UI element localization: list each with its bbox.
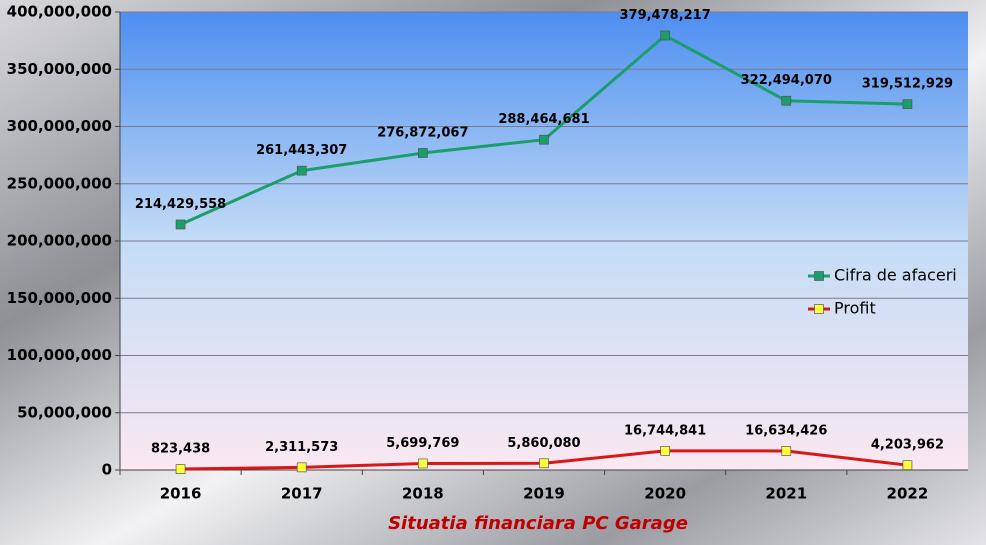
- x-tick-label: 2018: [402, 485, 444, 503]
- data-label: 261,443,307: [256, 143, 347, 158]
- marker: [175, 464, 186, 474]
- x-tick-label: 2016: [160, 485, 202, 503]
- marker: [660, 30, 670, 41]
- marker: [902, 99, 913, 110]
- legend-label: Cifra de afaceri: [834, 266, 957, 285]
- y-tick-label: 300,000,000: [7, 117, 112, 135]
- data-label: 214,429,558: [135, 197, 226, 212]
- data-label: 5,860,080: [507, 436, 580, 451]
- y-tick-label: 250,000,000: [7, 174, 112, 192]
- legend-label: Profit: [834, 299, 876, 318]
- legend-marker: [814, 271, 824, 281]
- x-tick-label: 2019: [523, 485, 565, 503]
- marker: [781, 95, 792, 106]
- marker: [781, 446, 792, 456]
- data-label: 288,464,681: [498, 112, 589, 127]
- data-label: 322,494,070: [741, 73, 832, 88]
- x-tick-label: 2020: [644, 485, 686, 503]
- marker: [539, 134, 549, 145]
- data-label: 16,634,426: [745, 423, 827, 438]
- marker: [902, 460, 913, 471]
- marker: [296, 462, 307, 473]
- x-tick-label: 2017: [281, 485, 323, 503]
- data-label: 319,512,929: [862, 77, 953, 92]
- y-tick-label: 400,000,000: [7, 3, 112, 21]
- data-label: 2,311,573: [265, 440, 338, 455]
- marker: [660, 445, 670, 456]
- y-tick-label: 350,000,000: [7, 60, 112, 78]
- data-label: 823,438: [151, 442, 210, 457]
- y-tick-label: 50,000,000: [17, 403, 112, 421]
- marker: [296, 165, 307, 176]
- legend-marker: [814, 304, 824, 314]
- marker: [175, 219, 186, 230]
- y-tick-label: 150,000,000: [7, 289, 112, 307]
- data-label: 379,478,217: [619, 8, 710, 23]
- x-tick-label: 2022: [887, 485, 929, 503]
- marker: [418, 458, 428, 469]
- marker: [418, 148, 428, 158]
- data-label: 4,203,962: [871, 438, 944, 453]
- data-label: 276,872,067: [377, 125, 468, 140]
- marker: [539, 458, 549, 469]
- data-label: 16,744,841: [624, 423, 706, 438]
- y-tick-label: 200,000,000: [7, 232, 112, 250]
- x-tick-label: 2021: [765, 485, 807, 503]
- chart-title: Situatia financiara PC Garage: [388, 513, 688, 534]
- y-tick-label: 100,000,000: [7, 346, 112, 364]
- y-tick-label: 0: [102, 461, 112, 479]
- data-label: 5,699,769: [386, 436, 459, 451]
